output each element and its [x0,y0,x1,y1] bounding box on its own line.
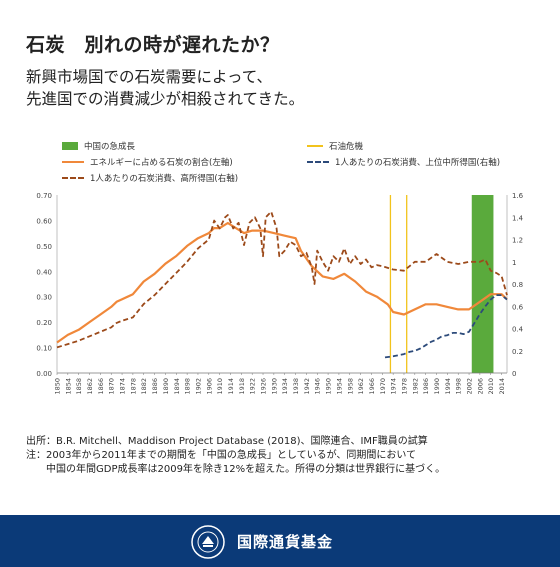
y-right-tick-label: 1.2 [512,237,523,245]
x-tick-label: 1858 [75,378,83,395]
page-title: 石炭 別れの時が遅れたか？ [26,34,280,56]
series-high-income-line [56,210,508,349]
legend-label-china: 中国の急成長 [84,142,136,152]
legend-label-share: エネルギーに占める石炭の割合(左軸) [90,158,233,168]
subtitle-line-2: 先進国での消費減少が相殺されてきた。 [26,90,305,108]
footer-bar: 国際通貨基金 [0,515,560,567]
chart-legend: 中国の急成長 石油危機 エネルギーに占める石炭の割合(左軸) 1人あたりの石炭消… [62,140,532,188]
legend-swatch-oil [307,145,323,147]
x-tick-label: 1938 [292,378,300,395]
legend-swatch-share [62,161,84,163]
shade-layer [471,195,494,373]
x-tick-label: 1970 [379,378,387,395]
notes: 出所：B.R. Mitchell、Maddison Project Databa… [26,435,546,477]
x-tick-label: 1954 [335,378,343,395]
x-tick-label: 1930 [270,378,278,395]
x-tick-label: 2002 [466,378,474,395]
x-tick-label: 1994 [444,378,452,395]
legend-oil-crisis: 石油危機 [307,140,363,152]
legend-label-oil: 石油危機 [329,142,364,152]
x-tick-label: 1998 [455,378,463,395]
x-tick-label: 1982 [411,378,419,395]
y-left-tick-label: 0.50 [36,243,52,251]
y-right-tick-label: 1 [512,259,516,267]
china-boom-shade [471,195,494,373]
x-tick-label: 1898 [184,378,192,395]
legend-high-income: 1人あたりの石炭消費、高所得国(右軸) [62,172,238,184]
y-right-tick-label: 0 [512,370,516,378]
imf-brand-label: 国際通貨基金 [237,533,334,551]
x-tick-label: 1866 [97,378,105,395]
axes [56,195,508,374]
x-tick-label: 1934 [281,378,289,395]
x-tick-label: 1886 [151,378,159,395]
y-left-tick-label: 0.70 [36,192,52,200]
coal-chart: 0.00 0.10 0.20 0.30 0.40 0.50 0.60 0.70 0 0.2 0.4 0… [36,192,523,395]
y-right-tick-label: 0.4 [512,326,524,334]
x-tick-label: 1862 [86,378,94,395]
x-tick-label: 1946 [314,378,322,395]
y-right-tick-label: 0.6 [512,303,524,311]
x-tick-label: 1950 [325,378,333,395]
x-tick-label: 1942 [303,378,311,395]
legend-share: エネルギーに占める石炭の割合(左軸) [62,156,233,168]
x-tick-label: 1902 [194,378,202,395]
y-right-tick-label: 1.6 [512,192,524,200]
y-left-tick-label: 0.40 [36,268,52,276]
x-tick-label: 1894 [173,378,181,395]
x-tick-label: 1882 [140,378,148,395]
y-left-tick-label: 0.30 [36,294,52,302]
y-right-tick-label: 1.4 [512,214,524,222]
y-left-tick-label: 0.20 [36,319,52,327]
legend-swatch-upper-middle [307,161,329,163]
x-tick-label: 1922 [249,378,257,395]
x-tick-label: 1854 [64,378,72,395]
legend-upper-middle: 1人あたりの石炭消費、上位中所得国(右軸) [307,156,500,168]
legend-label-high-income: 1人あたりの石炭消費、高所得国(右軸) [90,174,239,184]
note-line-2: 中国の年間GDP成長率は2009年を除き12%を超えた。所得の分類は世界銀行に基… [46,464,446,475]
series-lines [56,210,508,359]
source-note: 出所：B.R. Mitchell、Maddison Project Databa… [26,436,428,447]
y-left-tick-label: 0.60 [36,217,52,225]
y-left-tick-label: 0.00 [36,370,52,378]
x-tick-label: 1906 [205,378,213,395]
y-right-tick-label: 0.8 [512,281,523,289]
x-tick-label: 1890 [162,378,170,395]
subtitle: 新興市場国での石炭需要によって、 先進国での消費減少が相殺されてきた。 [26,66,304,110]
y-left-tick-label: 0.10 [36,345,52,353]
subtitle-line-1: 新興市場国での石炭需要によって、 [26,68,272,86]
series-upper-middle-line [384,294,508,359]
legend-label-upper-middle: 1人あたりの石炭消費、上位中所得国(右軸) [335,158,501,168]
x-tick-label: 2014 [498,378,506,395]
imf-seal-icon [191,525,225,559]
legend-swatch-china [62,142,78,150]
x-tick-label: 1962 [357,378,365,395]
x-tick-label: 1878 [129,378,137,395]
x-tick-label: 1910 [216,378,224,395]
x-tick-label: 1874 [119,378,127,395]
legend-china: 中国の急成長 [62,140,135,152]
x-tick-label: 1870 [108,378,116,395]
x-tick-label: 1958 [346,378,354,395]
x-tick-label: 1978 [400,378,408,395]
note-line-1: 注：2003年から2011年までの期間を「中国の急成長」としているが、同期間にお… [26,450,417,461]
x-tick-label: 1850 [54,378,62,395]
tick-labels: 0.00 0.10 0.20 0.30 0.40 0.50 0.60 0.70 0 0.2 0.4 0… [36,192,523,395]
x-tick-label: 1990 [433,378,441,395]
x-tick-label: 1926 [260,378,268,395]
y-right-tick-label: 0.2 [512,348,523,356]
x-tick-label: 2010 [487,378,495,395]
x-tick-label: 1966 [368,378,376,395]
legend-swatch-high-income [62,177,84,179]
x-tick-label: 1918 [238,378,246,395]
oil-crisis-lines [389,195,408,373]
x-tick-label: 1914 [227,378,235,395]
series-coal-share-line [56,221,508,344]
x-tick-label: 2006 [476,378,484,395]
x-tick-label: 1986 [422,378,430,395]
x-tick-label: 1974 [390,378,398,395]
